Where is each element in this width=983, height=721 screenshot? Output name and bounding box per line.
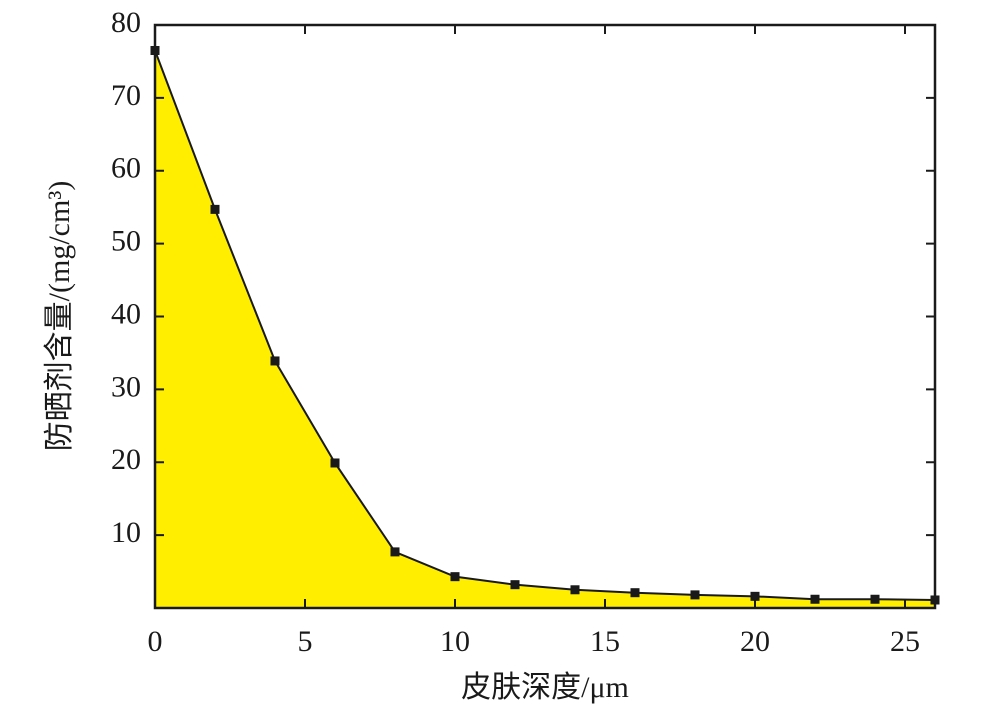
x-tick-label: 5 <box>298 625 313 658</box>
marker <box>870 594 880 604</box>
area <box>155 50 935 609</box>
x-tick-label: 25 <box>890 625 920 658</box>
x-tick-label: 15 <box>590 625 620 658</box>
line <box>154 50 936 601</box>
marker <box>510 580 520 590</box>
marker <box>390 547 400 557</box>
marker <box>750 591 760 601</box>
marker <box>630 588 640 598</box>
y-tick-label: 70 <box>111 79 141 112</box>
y-tick-label: 40 <box>111 297 141 330</box>
marker <box>330 458 340 468</box>
x-axis-label: 皮肤深度/μm <box>461 671 629 704</box>
y-axis-label: 防晒剂含量/(mg/cm³) <box>43 181 76 452</box>
x-tick-label: 20 <box>740 625 770 658</box>
y-tick-label: 60 <box>111 152 141 185</box>
marker <box>210 204 220 214</box>
marker <box>570 585 580 595</box>
y-tick-label: 20 <box>111 443 141 476</box>
y-tick-label: 50 <box>111 225 141 258</box>
marker <box>690 590 700 600</box>
x-tick-label: 10 <box>440 625 470 658</box>
marker <box>270 356 280 366</box>
y-tick-label: 10 <box>111 516 141 549</box>
y-tick-label: 30 <box>111 370 141 403</box>
marker <box>450 572 460 582</box>
x-tick-label: 0 <box>148 625 163 658</box>
marker <box>810 594 820 604</box>
y-tick-label: 80 <box>111 6 141 39</box>
